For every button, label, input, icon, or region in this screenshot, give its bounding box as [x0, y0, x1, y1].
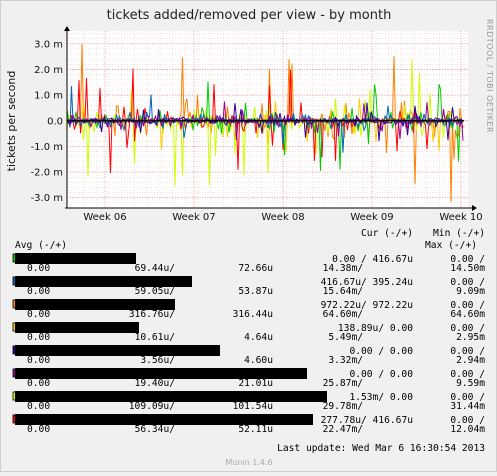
- legend-max-neg: 22.47m/: [323, 424, 364, 435]
- legend-max-pos: 12.04m: [450, 424, 485, 435]
- y-tick-label: 3.0 m: [34, 39, 63, 50]
- legend-min: 0.00 /: [450, 415, 485, 426]
- y-tick-label: -3.0 m: [31, 193, 63, 204]
- y-tick-label: -2.0 m: [31, 168, 63, 179]
- legend-header-min: Min (-/+): [433, 228, 485, 239]
- legend-max-neg: 15.64m/: [323, 286, 364, 297]
- legend-min: 0.00 /: [450, 277, 485, 288]
- legend-avg-neg: 0.00: [27, 378, 50, 389]
- legend-avg-pos: 69.44u/: [135, 263, 176, 274]
- legend-header-avg: Avg (-/+): [15, 240, 67, 251]
- legend-cur: 972.22u/ 972.22u: [321, 300, 413, 311]
- y-tick-label: -1.0 m: [31, 142, 63, 153]
- legend-avg-pos: 56.34u/: [135, 424, 176, 435]
- legend-avg-pos: 59.05u/: [135, 286, 176, 297]
- legend-max-neg: 3.32m/: [328, 355, 363, 366]
- legend-max-pos: 64.60m: [450, 309, 485, 320]
- legend-cur: 138.89u/ 0.00: [338, 323, 413, 334]
- legend-avg-pos2: 4.60u: [244, 355, 273, 366]
- series-lines: [66, 43, 464, 203]
- legend-bar: [15, 276, 192, 287]
- legend-avg-pos2: 101.54u: [233, 401, 273, 412]
- legend-max-pos: 2.95m: [456, 332, 485, 343]
- legend-bar: [15, 253, 136, 264]
- axes: 3.0 m 2.0 m 1.0 m 0.0 -1.0 m -2.0 m -3.0 m Week…: [31, 26, 483, 223]
- y-tick-label: 0.0: [47, 116, 63, 127]
- munin-version: Munin 1.4.6: [225, 458, 272, 467]
- legend-max-neg: 64.60m/: [323, 309, 364, 320]
- legend-max-neg: 25.87m/: [323, 378, 364, 389]
- legend-min: 0.00 /: [450, 254, 485, 265]
- legend-min: 0.00 /: [450, 369, 485, 380]
- legend-max-neg: 5.49m/: [328, 332, 363, 343]
- legend-max-pos: 9.09m: [456, 286, 485, 297]
- side-label: RRDTOOL / TOBI OETIKER: [485, 19, 494, 133]
- legend-avg-pos2: 21.01u: [238, 378, 273, 389]
- legend-bar: [15, 368, 307, 379]
- legend-avg-pos2: 4.64u: [244, 332, 273, 343]
- legend-min: 0.00 /: [450, 346, 485, 357]
- legend-avg-pos: 19.40u/: [135, 378, 176, 389]
- legend-min: 0.00 /: [450, 300, 485, 311]
- legend-cur: 416.67u/ 395.24u: [321, 277, 413, 288]
- legend-cur: 1.53m/ 0.00: [349, 392, 413, 403]
- legend: Cur (-/+) Min (-/+) Avg (-/+) Max (-/+) 0.00…: [12, 228, 485, 435]
- legend-cur: 277.78u/ 416.67u: [321, 415, 413, 426]
- legend-avg-neg: 0.00: [27, 263, 50, 274]
- legend-bar: [15, 299, 175, 310]
- legend-max-pos: 2.94m: [456, 355, 485, 366]
- last-update: Last update: Wed Mar 6 16:30:54 2013: [277, 443, 485, 454]
- legend-max-pos: 14.50m: [450, 263, 485, 274]
- legend-avg-neg: 0.00: [27, 424, 50, 435]
- y-axis-label: tickets per second: [5, 71, 18, 172]
- x-tick-label: Week 08: [261, 212, 304, 223]
- legend-avg-neg: 0.00: [27, 286, 50, 297]
- legend-header-cur: Cur (-/+): [361, 228, 413, 239]
- legend-min: 0.00 /: [450, 323, 485, 334]
- legend-avg-neg: 0.00: [27, 332, 50, 343]
- y-tick-label: 2.0 m: [34, 65, 63, 76]
- legend-avg-pos: 109.09u/: [129, 401, 175, 412]
- x-tick-label: Week 09: [350, 212, 393, 223]
- legend-avg-pos: 10.61u/: [135, 332, 176, 343]
- legend-cur: 0.00 / 0.00: [349, 369, 413, 380]
- legend-bar: [15, 345, 220, 356]
- legend-avg-neg: 0.00: [27, 355, 50, 366]
- legend-avg-neg: 0.00: [27, 309, 50, 320]
- y-axis-arrow: [64, 26, 70, 31]
- legend-min: 0.00 /: [450, 392, 485, 403]
- x-axis-arrow: [472, 205, 477, 211]
- legend-max-neg: 14.38m/: [323, 263, 364, 274]
- x-tick-label: Week 06: [83, 212, 126, 223]
- legend-max-neg: 29.78m/: [323, 401, 364, 412]
- legend-cur: 0.00 / 416.67u: [332, 254, 413, 265]
- legend-avg-pos2: 52.11u: [238, 424, 273, 435]
- y-tick-label: 1.0 m: [34, 91, 63, 102]
- legend-avg-pos2: 72.66u: [238, 263, 273, 274]
- legend-avg-neg: 0.00: [27, 401, 50, 412]
- legend-max-pos: 31.44m: [450, 401, 485, 412]
- legend-avg-pos2: 316.44u: [233, 309, 273, 320]
- legend-bar: [15, 414, 313, 425]
- chart-title: tickets added/removed per view - by mont…: [107, 8, 392, 23]
- legend-avg-pos: 316.76u/: [129, 309, 175, 320]
- legend-cur: 0.00 / 0.00: [349, 346, 413, 357]
- legend-bar: [15, 391, 327, 402]
- legend-avg-pos2: 53.87u: [238, 286, 273, 297]
- legend-max-pos: 9.59m: [456, 378, 485, 389]
- legend-header-max: Max (-/+): [425, 240, 477, 251]
- legend-avg-pos: 3.56u/: [140, 355, 175, 366]
- legend-bar: [15, 322, 139, 333]
- x-tick-label: Week 07: [172, 212, 215, 223]
- x-tick-label: Week 10: [439, 212, 482, 223]
